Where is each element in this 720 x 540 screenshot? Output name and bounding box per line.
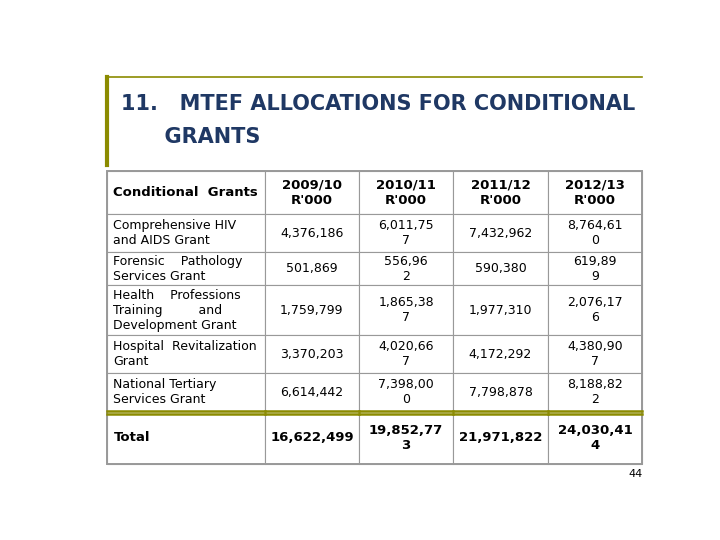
Bar (265, 252, 359, 285)
Bar (359, 214, 454, 252)
Text: 6,614,442: 6,614,442 (280, 386, 343, 399)
Text: 21,971,822: 21,971,822 (459, 431, 542, 444)
Text: 7,398,00
0: 7,398,00 0 (378, 378, 434, 406)
Text: 4,376,186: 4,376,186 (280, 227, 343, 240)
Text: 16,622,499: 16,622,499 (270, 431, 354, 444)
Text: 8,188,82
2: 8,188,82 2 (567, 378, 623, 406)
Text: 1,865,38
7: 1,865,38 7 (379, 296, 434, 324)
Bar (548, 252, 642, 285)
Text: 4,172,292: 4,172,292 (469, 348, 532, 361)
Bar (107, 285, 265, 335)
Bar (548, 335, 642, 373)
Bar (107, 171, 265, 214)
Text: 44: 44 (628, 469, 642, 478)
Text: Comprehensive HIV
and AIDS Grant: Comprehensive HIV and AIDS Grant (114, 219, 237, 247)
Text: 590,380: 590,380 (474, 262, 526, 275)
Text: 2,076,17
6: 2,076,17 6 (567, 296, 623, 324)
Bar (107, 214, 265, 252)
Text: 2012/13
R'000: 2012/13 R'000 (565, 179, 625, 206)
Bar (265, 335, 359, 373)
Bar (107, 171, 642, 464)
Text: 501,869: 501,869 (286, 262, 338, 275)
Bar (359, 285, 454, 335)
Text: Health    Professions
Training         and
Development Grant: Health Professions Training and Developm… (114, 288, 241, 332)
Text: 19,852,77
3: 19,852,77 3 (369, 423, 444, 451)
Bar (265, 171, 359, 214)
Bar (454, 285, 548, 335)
Bar (359, 171, 454, 214)
Text: 7,432,962: 7,432,962 (469, 227, 532, 240)
Bar (548, 285, 642, 335)
Bar (265, 373, 359, 411)
Bar (107, 335, 265, 373)
Text: GRANTS: GRANTS (121, 127, 260, 147)
Text: 1,759,799: 1,759,799 (280, 303, 343, 316)
Text: 556,96
2: 556,96 2 (384, 255, 428, 283)
Text: 7,798,878: 7,798,878 (469, 386, 532, 399)
Bar (359, 252, 454, 285)
Bar (107, 373, 265, 411)
Text: Hospital  Revitalization
Grant: Hospital Revitalization Grant (114, 340, 257, 368)
Bar (265, 285, 359, 335)
Text: 4,020,66
7: 4,020,66 7 (379, 340, 434, 368)
Bar (548, 373, 642, 411)
Bar (265, 411, 359, 464)
Text: 4,380,90
7: 4,380,90 7 (567, 340, 623, 368)
Text: 2009/10
R'000: 2009/10 R'000 (282, 179, 342, 206)
Bar (359, 373, 454, 411)
Text: National Tertiary
Services Grant: National Tertiary Services Grant (114, 378, 217, 406)
Bar (454, 252, 548, 285)
Text: 1,977,310: 1,977,310 (469, 303, 532, 316)
Text: 11.   MTEF ALLOCATIONS FOR CONDITIONAL: 11. MTEF ALLOCATIONS FOR CONDITIONAL (121, 94, 635, 114)
Bar (107, 252, 265, 285)
Bar (359, 411, 454, 464)
Bar (454, 171, 548, 214)
Text: 6,011,75
7: 6,011,75 7 (379, 219, 434, 247)
Bar (548, 214, 642, 252)
Bar (107, 411, 265, 464)
Bar (454, 373, 548, 411)
Bar (548, 411, 642, 464)
Text: 3,370,203: 3,370,203 (280, 348, 343, 361)
Text: Total: Total (114, 431, 150, 444)
Text: 24,030,41
4: 24,030,41 4 (557, 423, 632, 451)
Bar (548, 171, 642, 214)
Bar (359, 335, 454, 373)
Bar (454, 411, 548, 464)
Text: Conditional  Grants: Conditional Grants (114, 186, 258, 199)
Bar (265, 214, 359, 252)
Text: 8,764,61
0: 8,764,61 0 (567, 219, 623, 247)
Bar (454, 214, 548, 252)
Text: 2010/11
R'000: 2010/11 R'000 (377, 179, 436, 206)
Bar (454, 335, 548, 373)
Text: Forensic    Pathology
Services Grant: Forensic Pathology Services Grant (114, 255, 243, 283)
Text: 619,89
9: 619,89 9 (573, 255, 617, 283)
Text: 2011/12
R'000: 2011/12 R'000 (471, 179, 531, 206)
